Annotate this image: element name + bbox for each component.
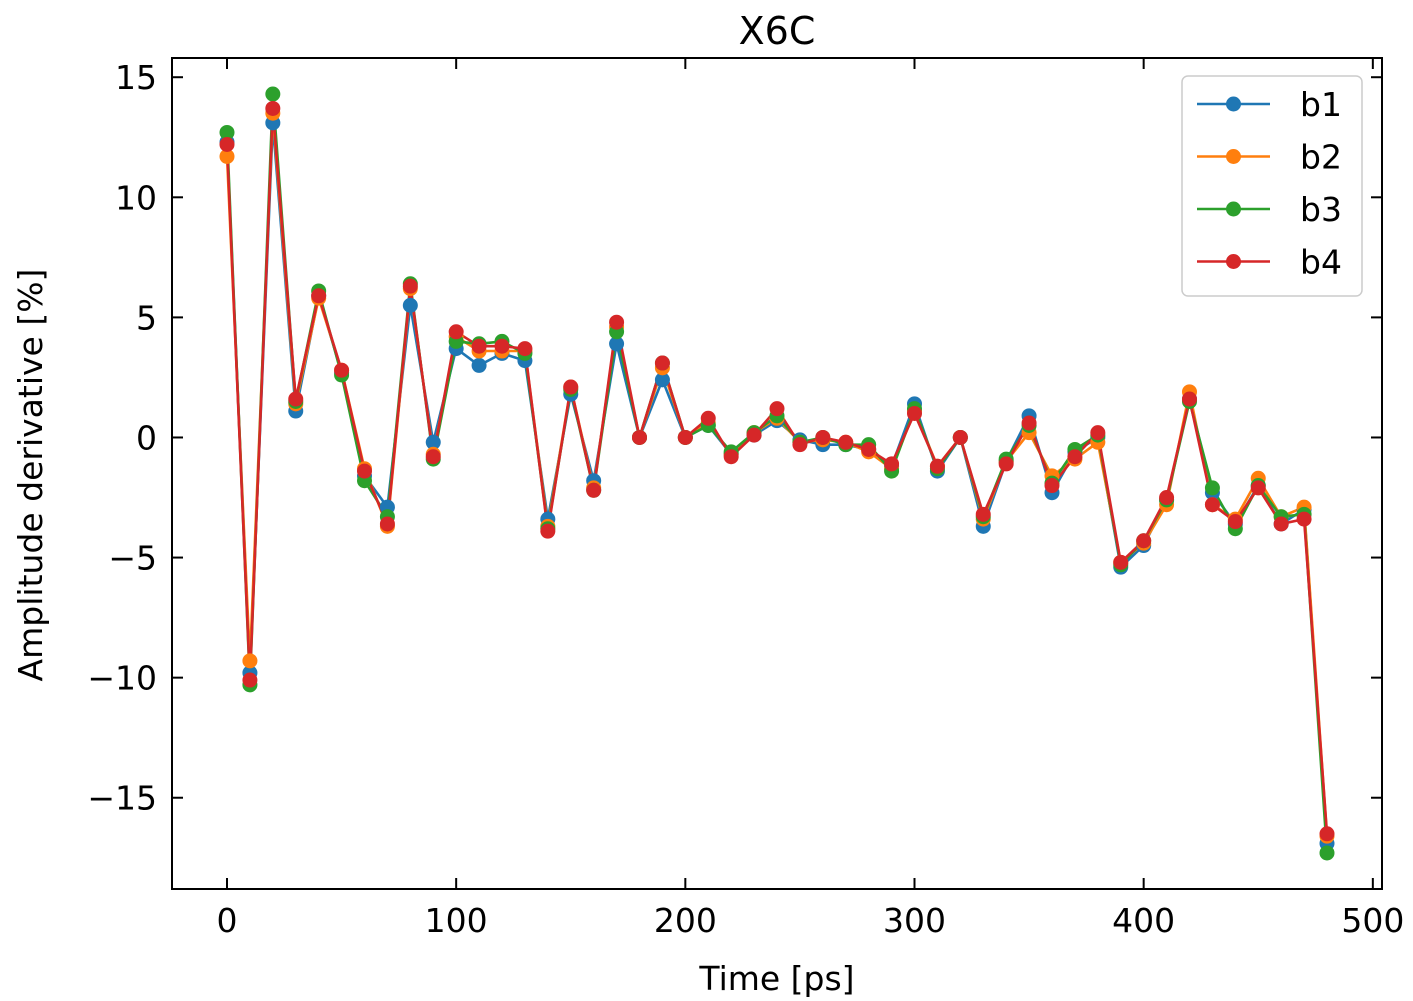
data-point-b4 (471, 338, 487, 354)
plot-frame (171, 57, 1383, 890)
data-point-b4 (1296, 511, 1312, 527)
legend-label-b1: b1 (1300, 85, 1342, 124)
data-point-b4 (998, 456, 1014, 472)
data-point-b4 (1067, 449, 1083, 465)
legend-label-b3: b3 (1300, 190, 1342, 229)
legend-marker-b1 (1226, 96, 1241, 112)
data-point-b4 (929, 458, 945, 474)
data-point-b4 (265, 100, 281, 116)
legend-items: b1 b2 b3 b4 (1197, 85, 1342, 282)
data-point-b1 (402, 297, 418, 313)
legend-marker-b4 (1226, 254, 1241, 269)
data-point-b4 (1227, 514, 1243, 530)
data-point-b4 (563, 379, 579, 395)
data-point-b4 (1204, 497, 1220, 513)
x-tick-label: 0 (217, 901, 238, 940)
data-point-b1 (425, 434, 441, 450)
data-point-b4 (379, 516, 395, 532)
data-point-b4 (746, 427, 762, 443)
data-point-b4 (1021, 415, 1037, 431)
y-tick-label: −5 (108, 539, 157, 578)
data-point-b4 (723, 449, 739, 465)
data-point-b1 (471, 357, 487, 373)
legend-box (1181, 75, 1363, 297)
data-point-b3 (219, 124, 235, 140)
data-point-b4 (700, 410, 716, 426)
data-point-b4 (632, 429, 647, 445)
data-point-b3 (265, 86, 281, 102)
chart-title: X6C (739, 9, 816, 53)
legend-marker-b2 (1226, 149, 1241, 164)
data-point-b4 (517, 341, 533, 357)
x-axis-label: Time [ps] (698, 959, 854, 998)
x-tick-label: 100 (425, 901, 488, 940)
y-tick-label: 10 (115, 178, 157, 217)
x-tick-label: 200 (654, 901, 717, 940)
data-point-b4 (402, 278, 418, 294)
data-point-b4 (1044, 478, 1060, 494)
data-point-b4 (448, 324, 464, 340)
y-tick-label: 0 (136, 418, 157, 457)
data-point-b4 (884, 456, 900, 472)
data-point-b4 (219, 136, 235, 152)
data-point-b4 (952, 429, 968, 445)
legend: b1 b2 b3 b4 (1181, 75, 1363, 297)
data-point-b4 (1250, 480, 1266, 496)
data-point-b4 (425, 449, 441, 465)
data-point-b4 (1113, 554, 1129, 570)
data-point-b4 (907, 405, 922, 421)
y-tick-label: 15 (115, 58, 157, 97)
plot-lines (225, 92, 1329, 854)
series-line-b4 (225, 107, 1329, 834)
data-point-b2 (219, 148, 235, 164)
y-ticks: −15 −10 −5 0 5 10 15 (87, 58, 1382, 818)
data-point-b4 (1319, 826, 1335, 842)
data-point-b4 (1182, 391, 1197, 407)
y-axis-label: Amplitude derivative [%] (11, 269, 50, 682)
data-point-b4 (357, 463, 372, 479)
y-tick-label: −15 (87, 779, 157, 818)
x-tick-label: 400 (1112, 901, 1175, 940)
data-point-b4 (609, 314, 625, 330)
data-point-b4 (311, 288, 327, 304)
data-point-b4 (654, 355, 670, 371)
data-point-b4 (815, 429, 831, 445)
data-point-b4 (769, 401, 785, 417)
data-point-b3 (1204, 480, 1220, 496)
legend-label-b2: b2 (1300, 138, 1342, 177)
legend-label-b4: b4 (1300, 243, 1342, 282)
data-point-b4 (540, 523, 556, 539)
data-point-b3 (1319, 845, 1335, 861)
y-tick-label: −10 (87, 659, 157, 698)
plot-points (219, 86, 1335, 861)
data-point-b4 (1273, 516, 1289, 532)
data-point-b4 (494, 338, 510, 354)
data-point-b4 (792, 437, 808, 453)
x-tick-label: 300 (883, 901, 946, 940)
data-point-b2 (242, 653, 258, 669)
data-point-b4 (1090, 425, 1106, 441)
x-tick-label: 500 (1341, 901, 1404, 940)
data-point-b4 (838, 434, 854, 450)
legend-marker-b3 (1226, 201, 1241, 217)
data-point-b4 (288, 391, 304, 407)
data-point-b4 (586, 482, 602, 498)
data-point-b4 (975, 506, 991, 522)
data-point-b1 (654, 372, 670, 388)
data-point-b4 (334, 362, 350, 378)
data-point-b4 (1136, 533, 1152, 549)
data-point-b4 (677, 429, 693, 445)
x-ticks: 0 100 200 300 400 500 (217, 58, 1404, 940)
data-point-b4 (1159, 490, 1175, 506)
data-point-b1 (609, 336, 625, 352)
data-point-b4 (861, 441, 877, 457)
data-point-b4 (242, 672, 258, 688)
y-tick-label: 5 (136, 298, 157, 337)
